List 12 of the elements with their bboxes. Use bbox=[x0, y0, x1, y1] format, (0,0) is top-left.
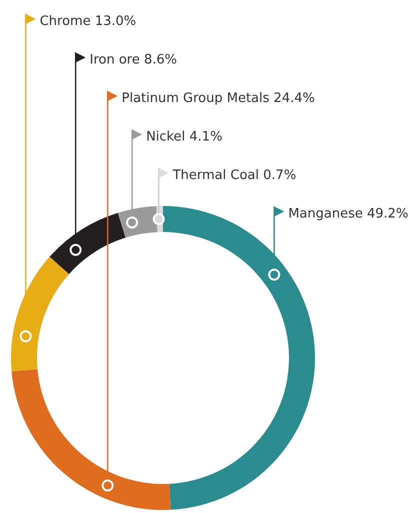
legend-label: Platinum Group Metals bbox=[122, 91, 270, 106]
data-label: 4.1% bbox=[189, 130, 222, 144]
data-label: 49.2% bbox=[367, 206, 408, 222]
legend-label: Nickel bbox=[146, 130, 186, 144]
legend-label: Thermal Coal bbox=[172, 168, 259, 183]
data-label: 0.7% bbox=[263, 168, 296, 183]
legend-label: Manganese bbox=[288, 206, 363, 222]
data-label: 24.4% bbox=[274, 91, 315, 106]
data-label: 8.6% bbox=[144, 52, 178, 68]
legend-label: Chrome bbox=[40, 14, 91, 29]
data-label: 13.0% bbox=[94, 14, 136, 29]
legend-label: Iron ore bbox=[90, 52, 140, 68]
